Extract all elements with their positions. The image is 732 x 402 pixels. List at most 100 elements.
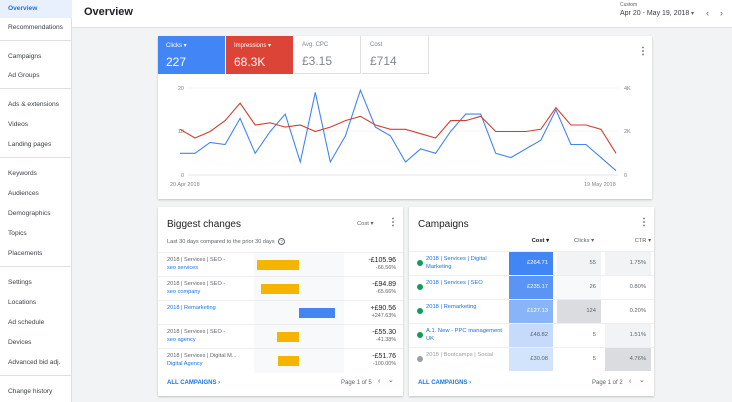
- change-values: -£94.89 -65.66%: [348, 281, 396, 295]
- sidebar-item-advanced-bid-adj[interactable]: Advanced bid adj.: [8, 359, 61, 366]
- column-header-clicks[interactable]: Clicks ▾: [574, 238, 594, 244]
- campaign-link[interactable]: 2018 | Remarketing: [426, 304, 477, 310]
- all-campaigns-link[interactable]: ALL CAMPAIGNS ›: [167, 380, 221, 386]
- all-campaigns-link[interactable]: ALL CAMPAIGNS ›: [418, 380, 472, 386]
- clicks-cell: 55: [557, 252, 601, 275]
- column-header-ctr[interactable]: CTR ▾: [634, 238, 651, 244]
- date-range-label: Custom: [620, 2, 638, 8]
- status-dot: [417, 284, 423, 290]
- sidebar-item-demographics[interactable]: Demographics: [8, 210, 51, 217]
- table-row[interactable]: 2018 | Services | SEO - seo services -£10…: [158, 252, 403, 277]
- table-row[interactable]: 2018 | Services | Digital M... Digital Ag…: [158, 348, 403, 373]
- page-prev-icon[interactable]: ‹: [378, 378, 381, 385]
- change-bar-area: [254, 277, 344, 301]
- metric-avg-cpc[interactable]: Avg. CPC £3.15: [294, 36, 361, 74]
- sidebar-item-topics[interactable]: Topics: [8, 230, 27, 237]
- sidebar-item-landing-pages[interactable]: Landing pages: [8, 141, 52, 148]
- campaigns-card: Campaigns ⋮ Cost ▾ Clicks ▾ CTR ▾ 2018 |…: [409, 207, 654, 396]
- ctr-cell: 0.20%: [605, 300, 651, 323]
- change-bar: [299, 308, 335, 318]
- column-header-cost[interactable]: Cost ▾: [531, 238, 549, 244]
- metric-impressions-label: Impressions ▾: [234, 43, 272, 49]
- table-row[interactable]: 2018 | Bootcamps | Social £30.08 5 4.76%: [409, 347, 654, 371]
- metric-clicks-label: Clicks ▾: [166, 43, 187, 49]
- sidebar-item-locations[interactable]: Locations: [8, 299, 37, 306]
- table-row[interactable]: 2018 | Services | Digital Marketing £264.…: [409, 251, 654, 275]
- x-axis-end-label: 19 May 2018: [584, 182, 616, 188]
- table-row[interactable]: 2018 | Services | SEO - seo agency -£55.3…: [158, 324, 403, 349]
- metric-clicks[interactable]: Clicks ▾ 227: [158, 36, 225, 74]
- table-row[interactable]: 2018 | Services | SEO - seo company -£94.…: [158, 276, 403, 301]
- campaigns-more-icon[interactable]: ⋮: [639, 217, 649, 228]
- table-row[interactable]: 2018 | Services | SEO £235.17 26 0.80%: [409, 275, 654, 299]
- ctr-cell: 0.80%: [605, 276, 651, 299]
- table-row[interactable]: A.1. New - PPC management UK £48.82 5 1.51%: [409, 323, 654, 347]
- page-expand-icon[interactable]: ⌄: [639, 377, 645, 384]
- campaign-link[interactable]: 2018 | Remarketing: [167, 305, 216, 311]
- table-row[interactable]: 2018 | Remarketing +£90.56 +247.63%: [158, 300, 403, 325]
- next-period-icon[interactable]: ›: [720, 8, 723, 18]
- metric-cost[interactable]: Cost £714: [362, 36, 429, 74]
- performance-card: Clicks ▾ 227 Impressions ▾ 68.3K Avg. CP…: [158, 36, 652, 199]
- cost-cell: £264.71: [509, 252, 553, 275]
- sidebar-item-placements[interactable]: Placements: [8, 250, 43, 257]
- campaign-link[interactable]: 2018 | Services | SEO: [426, 280, 483, 286]
- change-values: -£51.76 -100.00%: [348, 353, 396, 367]
- campaign-link[interactable]: Digital Agency: [167, 360, 203, 367]
- sidebar-divider: [0, 88, 72, 89]
- y-right-tick: 4K: [624, 86, 631, 92]
- campaign-link[interactable]: A.1. New - PPC management UK: [426, 328, 503, 342]
- page-title: Overview: [84, 6, 133, 18]
- sidebar-item-ad-schedule[interactable]: Ad schedule: [8, 319, 45, 326]
- page-prev-icon[interactable]: ‹: [629, 378, 632, 385]
- change-bar-area: [254, 253, 344, 277]
- sidebar-item-ads-extensions[interactable]: Ads & extensions: [8, 101, 59, 108]
- campaign-link[interactable]: seo agency: [167, 336, 196, 343]
- sidebar-item-change-history[interactable]: Change history: [8, 388, 53, 395]
- sidebar-item-overview[interactable]: Overview: [0, 0, 72, 18]
- date-range-dropdown-icon[interactable]: ▾: [691, 11, 695, 17]
- campaign-name: 2018 | Services | SEO - seo services: [167, 257, 257, 272]
- help-icon[interactable]: ?: [278, 238, 286, 245]
- status-dot: [417, 308, 423, 314]
- change-amount: -£105.96: [368, 257, 396, 264]
- sidebar-item-audiences[interactable]: Audiences: [8, 190, 39, 197]
- campaign-link[interactable]: 2018 | Services | Digital Marketing: [426, 256, 487, 270]
- date-range-picker[interactable]: Apr 20 - May 19, 2018: [620, 10, 690, 17]
- table-row[interactable]: 2018 | Remarketing £127.13 124 0.20%: [409, 299, 654, 323]
- metric-impressions[interactable]: Impressions ▾ 68.3K: [226, 36, 293, 74]
- metric-dropdown[interactable]: Cost ▾: [357, 221, 374, 227]
- clicks-cell: 5: [557, 324, 601, 347]
- change-percent: +247.63%: [371, 313, 396, 319]
- campaign-path: 2018 | Services | SEO -: [167, 329, 226, 335]
- previous-period-icon[interactable]: ‹: [706, 8, 709, 18]
- pagination-label: Page 1 of 5: [341, 380, 372, 386]
- change-bar: [278, 356, 299, 366]
- sidebar-item-keywords[interactable]: Keywords: [8, 170, 37, 177]
- sidebar-item-campaigns[interactable]: Campaigns: [8, 53, 42, 60]
- biggest-changes-subtitle: Last 30 days compared to the prior 30 da…: [167, 238, 286, 245]
- biggest-changes-more-icon[interactable]: ⋮: [388, 217, 398, 228]
- sidebar-item-recommendations[interactable]: Recommendations: [8, 24, 63, 31]
- chart-more-options-icon[interactable]: ⋮: [638, 46, 648, 57]
- metric-avg-cpc-label: Avg. CPC: [302, 42, 329, 48]
- change-bar: [257, 260, 299, 270]
- campaign-link[interactable]: 2018 | Bootcamps | Social: [426, 352, 494, 358]
- change-percent: -100.00%: [372, 361, 396, 367]
- cost-cell: £127.13: [509, 300, 553, 323]
- page-expand-icon[interactable]: ⌄: [388, 377, 394, 384]
- metric-cost-value: £714: [370, 54, 397, 68]
- sidebar-item-settings[interactable]: Settings: [8, 279, 32, 286]
- campaign-link[interactable]: seo services: [167, 264, 199, 271]
- sidebar-item-devices[interactable]: Devices: [8, 339, 32, 346]
- cost-cell: £48.82: [509, 324, 553, 347]
- status-dot: [417, 332, 423, 338]
- clicks-series-line: [180, 88, 617, 172]
- change-amount: +£90.56: [370, 305, 397, 312]
- campaign-link[interactable]: seo company: [167, 288, 201, 295]
- campaign-path: 2018 | Services | SEO -: [167, 257, 226, 263]
- sidebar-item-videos[interactable]: Videos: [8, 121, 29, 128]
- sidebar-item-ad-groups[interactable]: Ad Groups: [8, 72, 40, 79]
- clicks-cell: 26: [557, 276, 601, 299]
- change-values: +£90.56 +247.63%: [348, 305, 397, 319]
